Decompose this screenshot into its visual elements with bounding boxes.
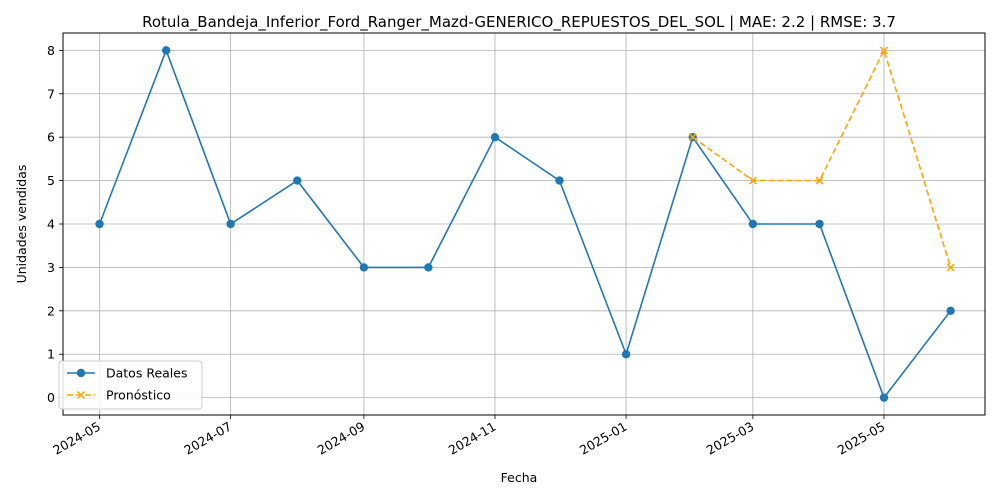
marker-stroke [688,133,697,142]
y-tick-label: 8 [47,43,55,58]
x-tick-label: 2025-01 [577,419,630,458]
data-point [293,176,302,185]
data-point [424,263,433,272]
data-point [226,219,235,229]
y-tick-label: 7 [47,86,55,101]
y-tick-label: 0 [47,390,55,405]
series-line-0 [98,48,952,400]
x-tick-label: 2025-05 [835,419,888,458]
y-tick-label: 2 [47,303,55,318]
data-point [621,350,631,359]
data-point [815,176,824,185]
data-point [359,263,369,272]
x-axis: 2024-05 2024-07 2024-09 2024-11 2025-01 2025-… [50,415,887,458]
data-point [879,46,889,55]
y-tick-label: 1 [47,347,55,362]
series-line-1 [692,48,952,268]
marker-stroke [879,46,889,55]
y-tick-label: 3 [47,260,55,275]
x-tick-label: 2024-07 [181,419,234,458]
y-tick-label: 5 [47,173,55,188]
marker-stroke [815,176,824,185]
data-point [946,306,955,316]
data-point [748,176,757,185]
x-tick-label: 2024-05 [50,419,103,458]
x-tick-label: 2024-11 [446,419,499,458]
x-tick-label: 2024-09 [315,419,368,458]
legend: Datos Reales Pronóstico [58,360,203,410]
marker-stroke [748,176,757,185]
data-point [946,263,955,272]
y-axis-label: Unidades vendidas [14,165,29,284]
data-point [161,46,171,55]
series-layer [95,46,955,402]
legend-label: Datos Reales [106,366,187,381]
y-tick-label: 6 [47,130,55,145]
x-axis-label: Fecha [501,470,538,485]
data-point [815,219,824,229]
y-axis: 0 1 2 3 4 5 6 7 8 [47,43,63,405]
data-point [879,393,889,402]
data-point [688,133,697,142]
data-point [748,219,758,229]
legend-label: Pronóstico [106,388,171,403]
data-point [95,219,104,229]
legend-marker [76,390,86,400]
legend-marker [76,368,86,378]
data-point [555,176,564,185]
grid-lines [63,33,985,415]
chart-title: Rotula_Bandeja_Inferior_Ford_Ranger_Mazd… [142,13,896,32]
marker-stroke [946,263,955,272]
data-point [490,132,500,142]
y-tick-label: 4 [47,217,55,232]
x-tick-label: 2025-03 [704,419,757,458]
